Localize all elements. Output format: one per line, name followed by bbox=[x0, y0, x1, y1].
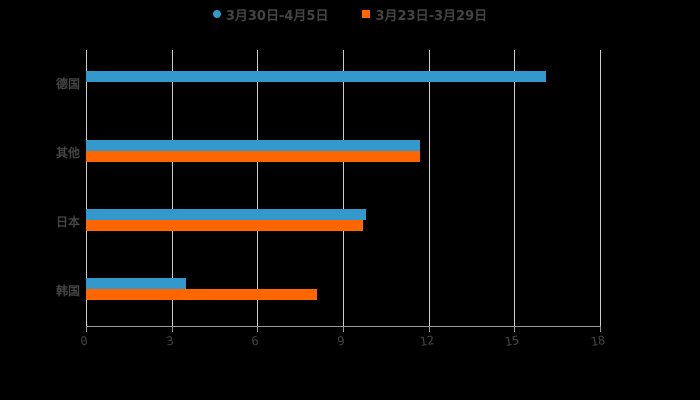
x-tick-label: 0 bbox=[79, 333, 89, 349]
x-tick-label: 12 bbox=[418, 333, 435, 349]
legend-square-icon bbox=[362, 10, 371, 18]
bar[interactable] bbox=[86, 139, 421, 151]
x-tick bbox=[171, 326, 173, 332]
category-label: 韩国 bbox=[55, 283, 80, 298]
bar[interactable] bbox=[86, 150, 421, 162]
x-tick bbox=[514, 326, 516, 332]
legend-circle-icon bbox=[212, 10, 221, 18]
x-axis bbox=[86, 326, 601, 332]
x-tick bbox=[343, 326, 344, 332]
x-tick-label: 15 bbox=[504, 333, 521, 349]
legend-label: 3月23日-3月29日 bbox=[375, 8, 488, 24]
x-tick bbox=[428, 326, 430, 332]
x-tick-label: 6 bbox=[250, 333, 260, 349]
x-tick-label: 9 bbox=[336, 333, 346, 349]
gridline bbox=[600, 50, 601, 326]
plot-area bbox=[86, 50, 601, 326]
legend-label: 3月30日-4月5日 bbox=[225, 8, 329, 24]
chart-legend: 3月30日-4月5日 3月23日-3月29日 bbox=[0, 4, 700, 24]
bar[interactable] bbox=[86, 288, 318, 300]
bar[interactable] bbox=[86, 277, 186, 289]
category-label: 德国 bbox=[55, 76, 80, 91]
gridline bbox=[514, 50, 516, 326]
bar[interactable] bbox=[86, 208, 366, 220]
x-tick-label: 3 bbox=[165, 333, 175, 349]
gridline bbox=[343, 50, 344, 326]
legend-item-series-1[interactable]: 3月30日-4月5日 bbox=[212, 5, 329, 24]
x-tick bbox=[600, 326, 601, 332]
gridline bbox=[171, 50, 173, 326]
gridline bbox=[428, 50, 430, 326]
category-label: 其他 bbox=[55, 145, 80, 160]
x-tick bbox=[86, 326, 87, 332]
bar[interactable] bbox=[86, 219, 363, 231]
gridline bbox=[257, 50, 259, 326]
legend-item-series-2[interactable]: 3月23日-3月29日 bbox=[362, 5, 487, 24]
bar[interactable] bbox=[86, 70, 546, 82]
x-tick-label: 18 bbox=[589, 333, 607, 349]
category-label: 日本 bbox=[55, 214, 80, 229]
x-tick bbox=[257, 326, 259, 332]
gridline bbox=[86, 50, 87, 326]
